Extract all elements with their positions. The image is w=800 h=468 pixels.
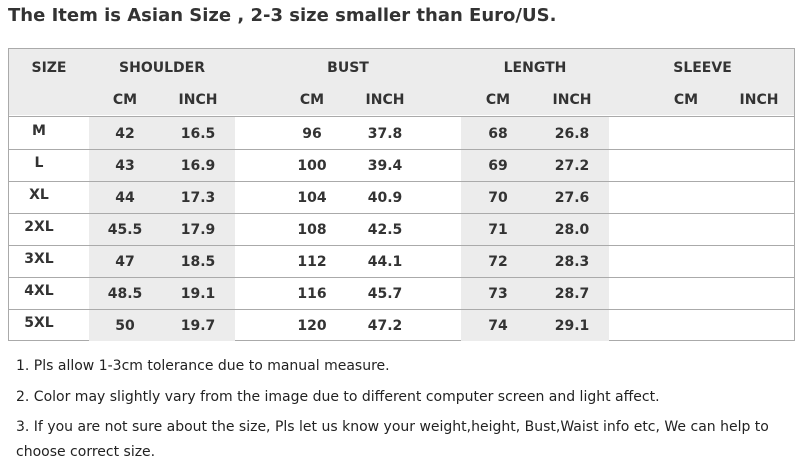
table-cell: 47 (115, 254, 135, 270)
table-cell: 96 (302, 125, 322, 142)
unit-header: INCH (178, 92, 218, 108)
table-cell: 69 (488, 158, 508, 174)
table-cell: 16.5 (180, 125, 216, 142)
row-line (9, 277, 794, 278)
table-cell: 28.7 (554, 286, 590, 302)
row-line (9, 181, 794, 182)
unit-header: CM (112, 92, 138, 108)
table-cell: 17.9 (180, 222, 216, 238)
row-line (9, 245, 794, 246)
table-cell: 48.5 (107, 286, 143, 302)
table-cell: 28.3 (554, 254, 590, 270)
table-cell: 47.2 (367, 318, 403, 334)
table-cell: 120 (297, 318, 327, 334)
note: 3. If you are not sure about the size, P… (16, 419, 769, 460)
table-cell: 42 (115, 125, 135, 142)
unit-header: INCH (365, 92, 405, 108)
size-label: XL (29, 187, 49, 203)
table-cell: 74 (488, 318, 508, 334)
unit-header: CM (485, 92, 511, 108)
table-cell: 27.6 (554, 190, 590, 206)
table-cell: 68 (488, 125, 508, 142)
header-background (9, 49, 794, 115)
table-cell: 45.7 (367, 286, 403, 302)
row-line (9, 309, 794, 310)
table-cell: 44 (115, 190, 135, 206)
column-header: BUST (327, 60, 369, 76)
table-cell: 27.2 (554, 158, 590, 174)
column-header: SLEEVE (673, 60, 732, 76)
note: 1. Pls allow 1-3cm tolerance due to manu… (16, 358, 390, 374)
table-cell: 18.5 (180, 254, 216, 270)
table-cell: 28.0 (554, 222, 590, 238)
size-label: L (34, 155, 44, 171)
row-line (9, 149, 794, 150)
size-label: 3XL (24, 251, 54, 267)
table-cell: 73 (488, 286, 508, 302)
unit-header: CM (299, 92, 325, 108)
table-cell: 17.3 (180, 190, 216, 206)
table-cell: 104 (297, 190, 327, 206)
table-cell: 26.8 (554, 125, 590, 142)
table-cell: 42.5 (367, 222, 403, 238)
size-table: SIZE SHOULDER BUST LENGTH SLEEVE CM INCH CM INCH… (8, 48, 795, 341)
table-cell: 108 (297, 222, 327, 238)
size-label: 2XL (24, 219, 54, 235)
table-cell: 16.9 (180, 158, 216, 174)
table-cell: 100 (297, 158, 327, 174)
table-cell: 29.1 (554, 318, 590, 334)
table-cell: 19.1 (180, 286, 216, 302)
table-cell: 37.8 (367, 125, 403, 142)
size-label: 4XL (24, 283, 54, 299)
table-cell: 19.7 (180, 318, 216, 334)
row-line (9, 116, 794, 117)
table-cell: 45.5 (107, 222, 143, 238)
table-cell: 71 (488, 222, 508, 238)
unit-header: INCH (739, 92, 779, 108)
table-cell: 72 (488, 254, 508, 270)
table-cell: 39.4 (367, 158, 403, 174)
note: 2. Color may slightly vary from the imag… (16, 389, 660, 405)
size-label: 5XL (24, 315, 54, 331)
column-header: SHOULDER (119, 60, 205, 76)
shade (89, 116, 235, 341)
table-cell: 50 (115, 318, 135, 334)
column-header: SIZE (31, 60, 67, 76)
unit-header: INCH (552, 92, 592, 108)
table-cell: 112 (297, 254, 327, 270)
row-line (9, 213, 794, 214)
table-cell: 40.9 (367, 190, 403, 206)
table-cell: 116 (297, 286, 327, 302)
table-cell: 70 (488, 190, 508, 206)
size-label: M (32, 122, 46, 139)
table-cell: 44.1 (367, 254, 403, 270)
title: The Item is Asian Size , 2-3 size smalle… (8, 5, 557, 26)
unit-header: CM (673, 92, 699, 108)
column-header: LENGTH (503, 60, 567, 76)
table-cell: 43 (115, 158, 135, 174)
shade (461, 116, 609, 341)
